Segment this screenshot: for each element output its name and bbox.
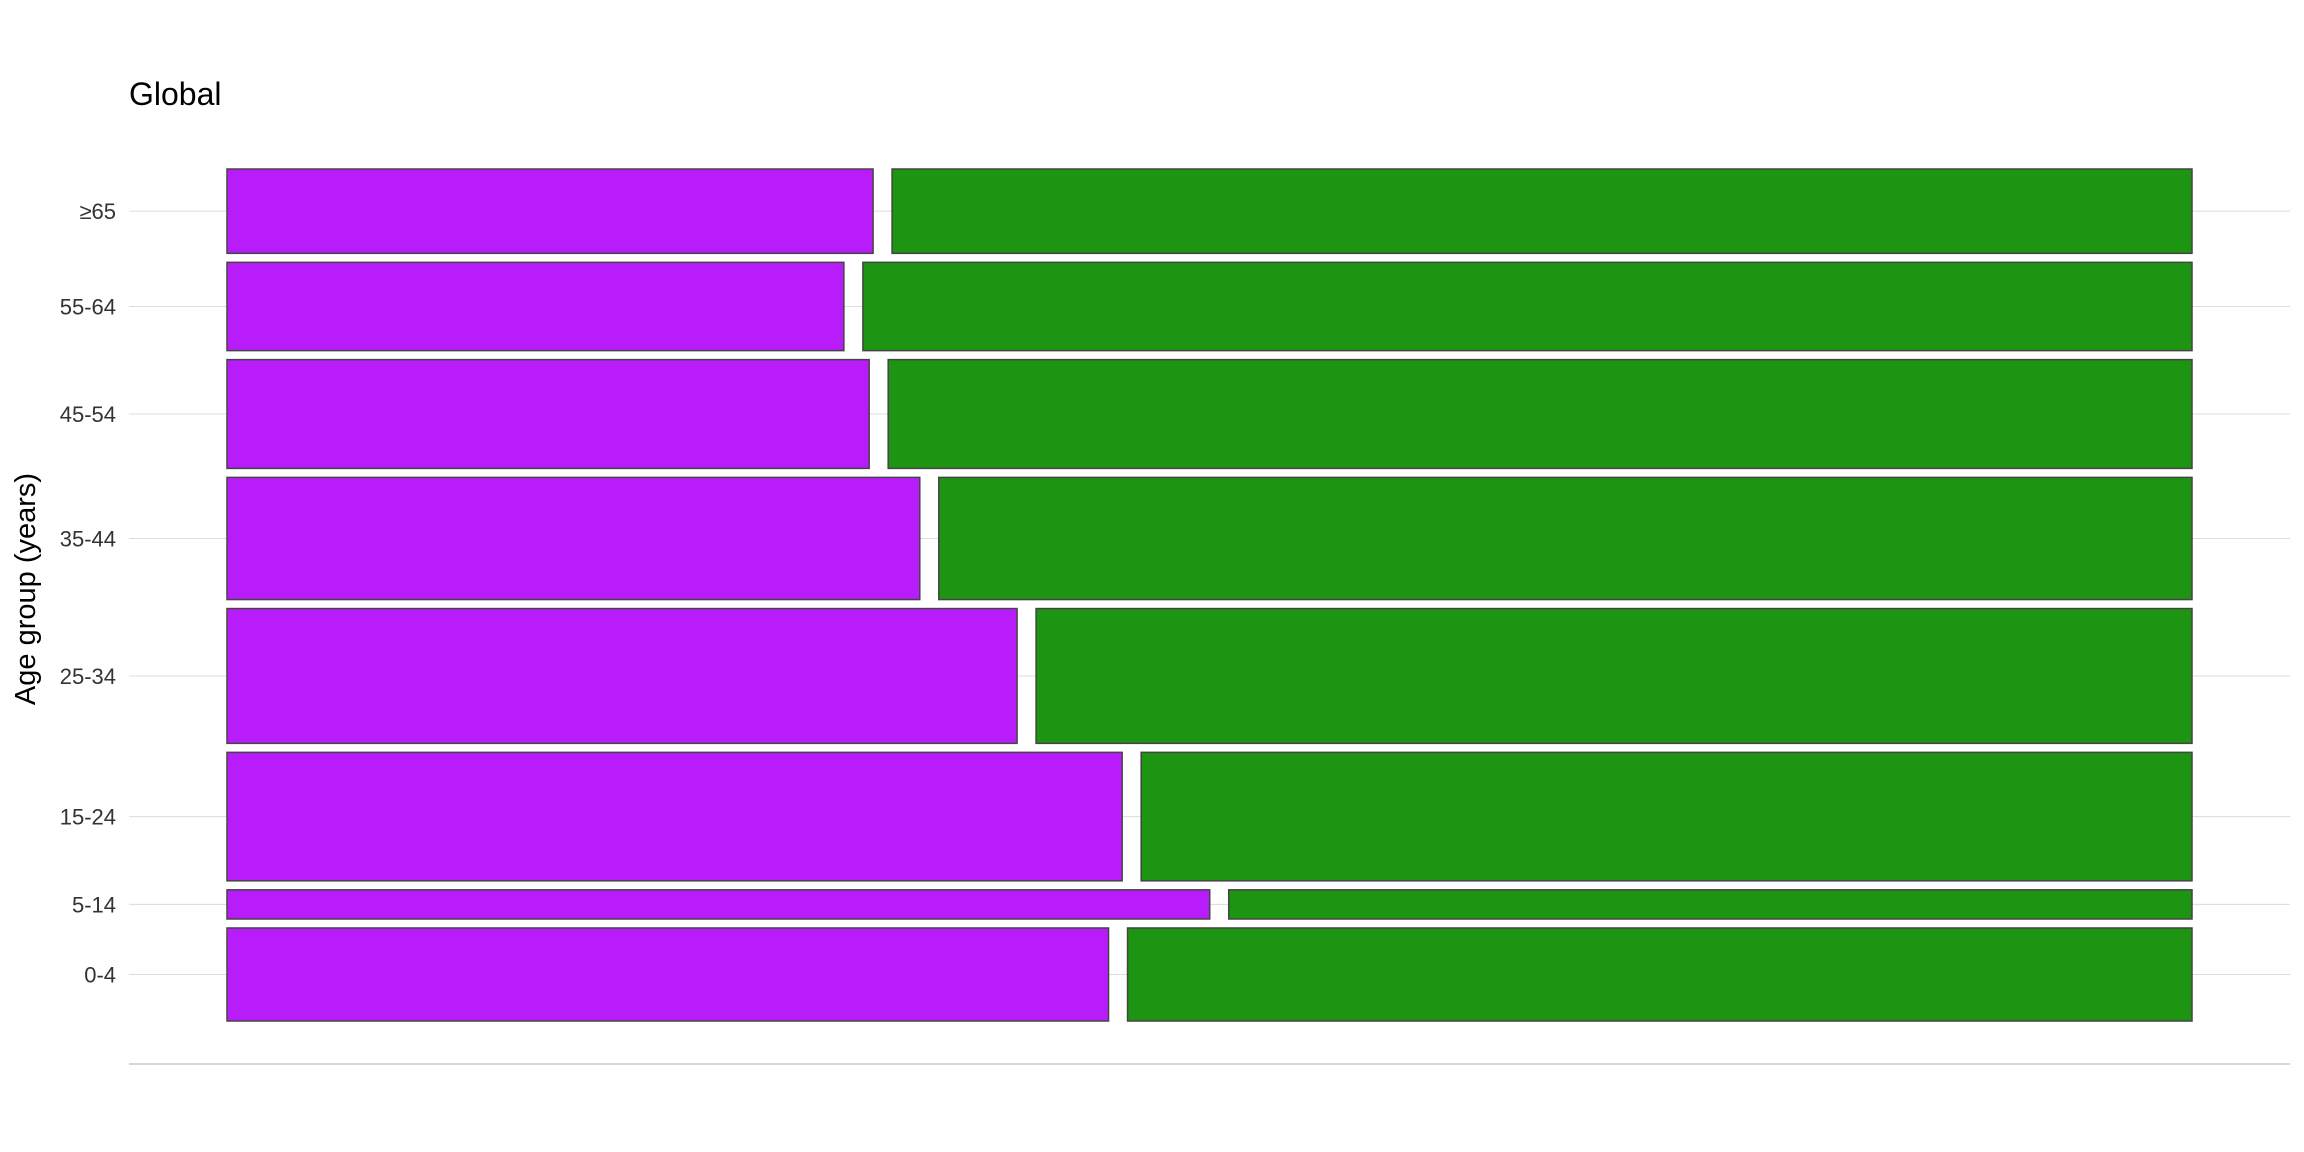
tile--65-series-2 bbox=[891, 168, 2193, 255]
tile-15-24-series-1 bbox=[226, 751, 1123, 882]
y-tick-label: 15-24 bbox=[60, 805, 116, 830]
tile-35-44-series-2 bbox=[938, 476, 2193, 601]
y-tick-label: 25-34 bbox=[60, 664, 116, 689]
y-tick-labels: 0-4 5-14 15-24 25-34 35-44 45-54 55-64 ≥65 bbox=[60, 199, 116, 987]
tile-5-14-series-2 bbox=[1227, 889, 2193, 920]
tile-45-54-series-2 bbox=[887, 358, 2193, 470]
tiles bbox=[226, 168, 2193, 1022]
tile-5-14-series-1 bbox=[226, 889, 1211, 920]
tile-55-64-series-2 bbox=[862, 261, 2193, 352]
y-tick-label: 5-14 bbox=[72, 892, 116, 917]
tile-55-64-series-1 bbox=[226, 261, 845, 352]
tile-25-34-series-1 bbox=[226, 607, 1018, 745]
tile-0-4-series-2 bbox=[1126, 927, 2193, 1022]
tile-0-4-series-1 bbox=[226, 927, 1110, 1022]
y-tick-label: 55-64 bbox=[60, 294, 116, 319]
tile-15-24-series-2 bbox=[1140, 751, 2193, 882]
tile-25-34-series-2 bbox=[1035, 607, 2193, 745]
y-tick-label: 45-54 bbox=[60, 402, 116, 427]
chart-title: Global bbox=[129, 76, 222, 112]
tile-35-44-series-1 bbox=[226, 476, 921, 601]
y-tick-label: ≥65 bbox=[79, 199, 116, 224]
tile--65-series-1 bbox=[226, 168, 874, 255]
y-tick-label: 35-44 bbox=[60, 526, 116, 551]
y-tick-label: 0-4 bbox=[84, 962, 116, 987]
y-axis-label: Age group (years) bbox=[10, 473, 42, 705]
tile-45-54-series-1 bbox=[226, 358, 870, 470]
